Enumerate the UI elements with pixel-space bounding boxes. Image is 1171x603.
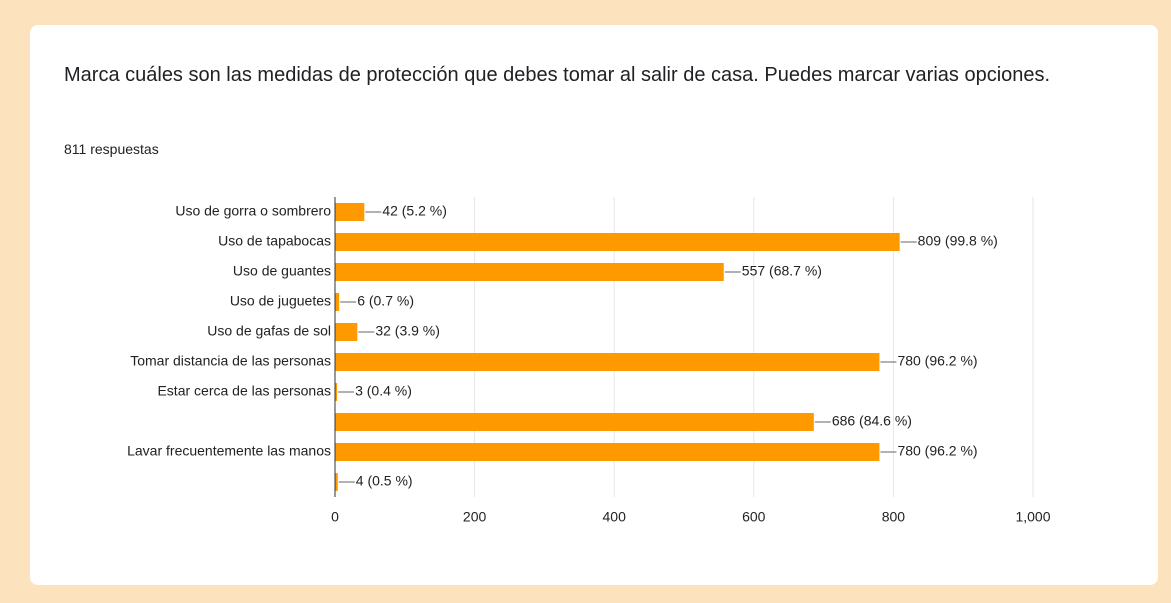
value-label: 42 (5.2 %)	[382, 203, 447, 219]
value-label: 780 (96.2 %)	[897, 443, 977, 459]
value-label: 809 (99.8 %)	[918, 233, 998, 249]
bar	[335, 383, 338, 401]
x-tick-label: 600	[742, 509, 766, 525]
category-label: Tomar distancia de las personas	[130, 353, 331, 369]
bar	[335, 293, 340, 311]
bar	[335, 443, 880, 461]
bar	[335, 323, 358, 341]
bar	[335, 203, 365, 221]
card	[30, 25, 1158, 585]
category-label: Uso de gorra o sombrero	[175, 203, 331, 219]
bar	[335, 263, 724, 281]
x-tick-label: 1,000	[1015, 509, 1050, 525]
value-label: 6 (0.7 %)	[357, 293, 414, 309]
bar	[335, 473, 338, 491]
x-tick-label: 400	[603, 509, 627, 525]
x-tick-label: 0	[331, 509, 339, 525]
category-label: Uso de juguetes	[230, 293, 331, 309]
value-label: 686 (84.6 %)	[832, 413, 912, 429]
value-label: 32 (3.9 %)	[375, 323, 440, 339]
category-label: Lavar frecuentemente las manos	[127, 443, 331, 459]
bar	[335, 233, 900, 251]
category-label: Uso de tapabocas	[218, 233, 331, 249]
value-label: 3 (0.4 %)	[355, 383, 412, 399]
bar	[335, 353, 880, 371]
value-label: 780 (96.2 %)	[897, 353, 977, 369]
bar	[335, 413, 814, 431]
value-label: 557 (68.7 %)	[742, 263, 822, 279]
x-tick-label: 200	[463, 509, 487, 525]
question-title: Marca cuáles son las medidas de protecci…	[64, 64, 1051, 86]
x-tick-label: 800	[882, 509, 906, 525]
category-label: Uso de gafas de sol	[207, 323, 331, 339]
response-count: 811 respuestas	[64, 141, 159, 157]
category-label: Uso de guantes	[233, 263, 331, 279]
category-label: Estar cerca de las personas	[157, 383, 331, 399]
value-label: 4 (0.5 %)	[356, 473, 413, 489]
